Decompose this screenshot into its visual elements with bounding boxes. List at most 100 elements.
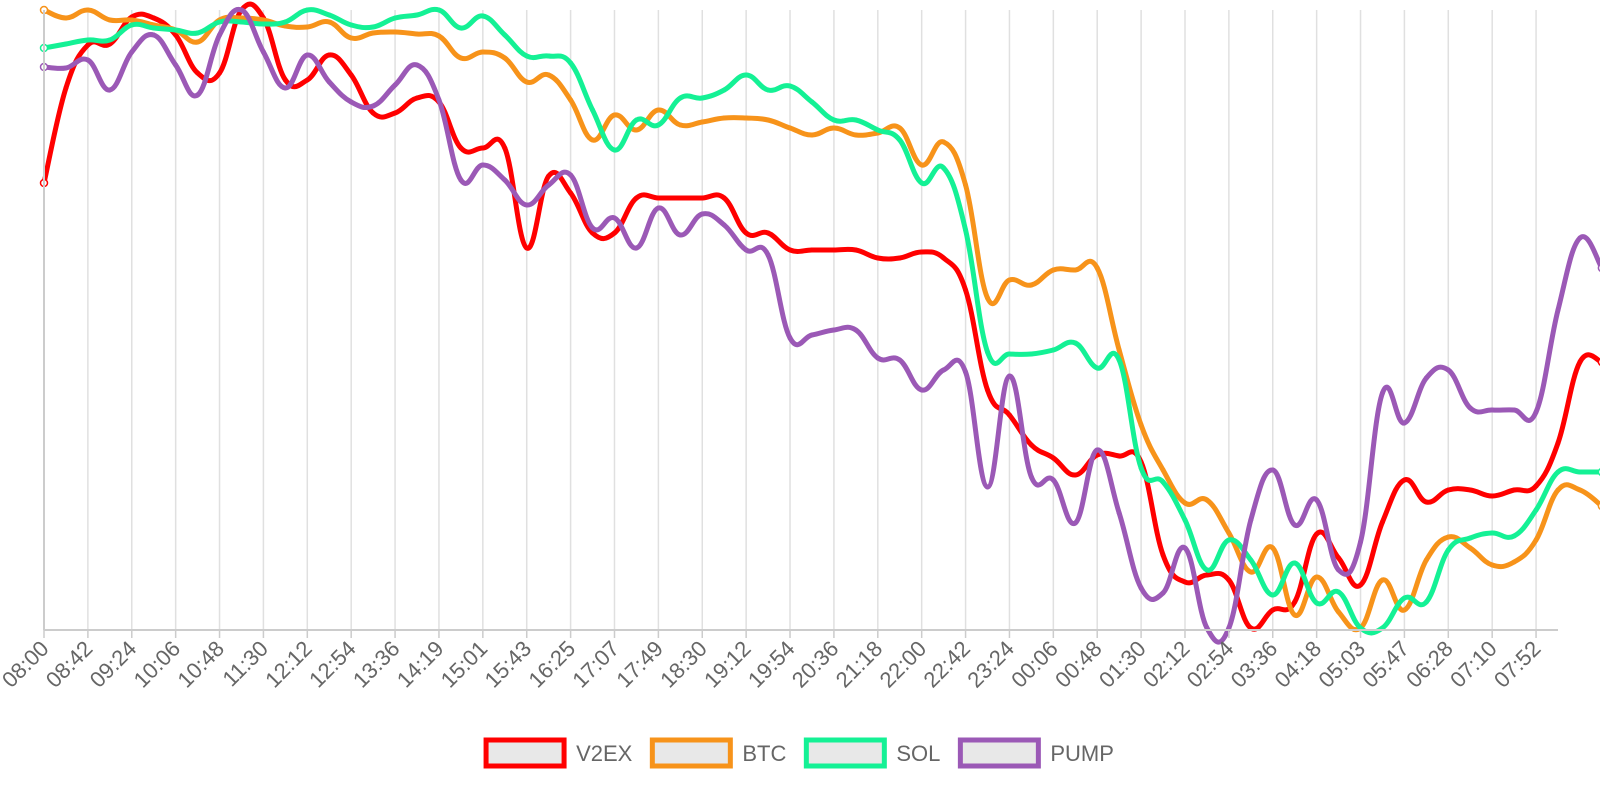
x-tick-label: 07:10	[1445, 636, 1502, 693]
data-point	[217, 32, 223, 38]
data-point	[1270, 607, 1276, 613]
data-point	[524, 79, 530, 85]
data-point	[1270, 592, 1276, 598]
x-tick-label: 17:49	[611, 636, 668, 693]
data-point	[1204, 572, 1210, 578]
data-point	[85, 37, 91, 43]
data-point	[304, 7, 310, 13]
x-tick-label: 15:01	[436, 636, 493, 693]
data-point	[1336, 567, 1342, 573]
data-point	[1006, 373, 1012, 379]
data-point	[919, 249, 925, 255]
data-point	[963, 287, 969, 293]
data-point	[699, 195, 705, 201]
data-point	[787, 335, 793, 341]
data-point	[1182, 545, 1188, 551]
data-point	[129, 17, 135, 23]
data-point	[217, 19, 223, 25]
data-point	[831, 327, 837, 333]
data-point	[326, 12, 332, 18]
x-tick-label: 19:54	[743, 636, 800, 693]
data-point	[787, 247, 793, 253]
data-point	[941, 367, 947, 373]
data-point	[831, 247, 837, 253]
data-point	[809, 99, 815, 105]
data-point	[546, 182, 552, 188]
data-point	[853, 117, 859, 123]
x-tick-label: 15:43	[480, 636, 537, 693]
data-point	[1160, 590, 1166, 596]
data-point	[1050, 477, 1056, 483]
x-tick-label: 22:42	[918, 636, 975, 693]
data-point	[414, 95, 420, 101]
legend-swatch	[803, 737, 887, 769]
data-point	[1006, 351, 1012, 357]
legend-item: PUMP	[957, 737, 1114, 769]
x-tick-label: 21:18	[831, 636, 888, 693]
data-point	[568, 172, 574, 178]
data-point	[524, 245, 530, 251]
data-point	[1050, 455, 1056, 461]
data-point	[107, 17, 113, 23]
data-point	[1094, 365, 1100, 371]
legend-item: BTC	[649, 737, 786, 769]
data-point	[568, 190, 574, 196]
data-point	[151, 25, 157, 31]
data-point	[765, 87, 771, 93]
legend-swatch	[957, 737, 1041, 769]
legend-label: BTC	[742, 741, 786, 766]
x-tick-label: 10:06	[129, 636, 186, 693]
data-point	[831, 117, 837, 123]
series-line	[41, 7, 1600, 633]
x-tick-label: 12:54	[304, 636, 361, 693]
data-point	[480, 162, 486, 168]
data-point	[348, 22, 354, 28]
x-tick-label: 05:47	[1357, 636, 1414, 693]
x-tick-label: 11:30	[218, 636, 273, 691]
data-point	[392, 29, 398, 35]
data-point	[590, 137, 596, 143]
data-point	[1336, 555, 1342, 561]
data-point	[809, 247, 815, 253]
x-tick-label: 05:03	[1313, 636, 1370, 693]
legend-item: V2EX	[483, 737, 633, 769]
data-point	[1577, 359, 1583, 365]
data-point	[611, 230, 617, 236]
data-point	[611, 215, 617, 221]
data-point	[1577, 487, 1583, 493]
legend-item: SOL	[803, 737, 940, 769]
data-point	[985, 349, 991, 355]
data-point	[502, 32, 508, 38]
data-point	[458, 145, 464, 151]
data-point	[1336, 609, 1342, 615]
data-point	[787, 125, 793, 131]
data-point	[1160, 552, 1166, 558]
data-point	[611, 112, 617, 118]
data-point	[1467, 535, 1473, 541]
plot-area	[39, 1, 1600, 645]
data-point	[875, 255, 881, 261]
data-point	[1445, 367, 1451, 373]
data-point	[875, 127, 881, 133]
data-point	[787, 83, 793, 89]
data-point	[1226, 530, 1232, 536]
data-point	[326, 79, 332, 85]
data-point	[919, 162, 925, 168]
data-point	[1533, 507, 1539, 513]
data-point	[1511, 559, 1517, 565]
data-point	[348, 35, 354, 41]
data-point	[1248, 517, 1254, 523]
data-point	[1533, 537, 1539, 543]
x-axis: 08:0008:4209:2410:0610:4811:3012:1212:54…	[0, 10, 1558, 692]
data-point	[1006, 412, 1012, 418]
data-point	[568, 60, 574, 66]
data-point	[392, 110, 398, 116]
data-point	[875, 355, 881, 361]
data-point	[611, 147, 617, 153]
data-point	[480, 145, 486, 151]
data-point	[809, 132, 815, 138]
data-point	[85, 57, 91, 63]
data-point	[1028, 442, 1034, 448]
data-point	[1138, 422, 1144, 428]
data-point	[1204, 567, 1210, 573]
